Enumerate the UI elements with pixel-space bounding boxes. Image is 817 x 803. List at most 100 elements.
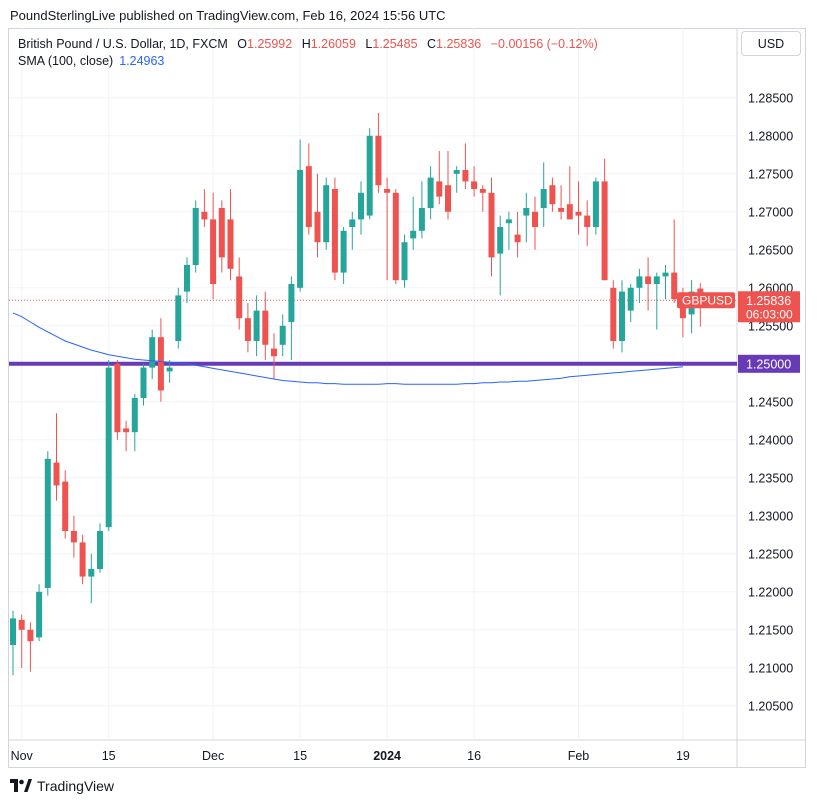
candle-body: [244, 318, 251, 341]
candle-body: [418, 208, 425, 231]
candle: [114, 360, 121, 440]
candle-body: [375, 135, 382, 186]
tradingview-logo[interactable]: TradingView: [10, 778, 114, 794]
candle: [532, 196, 538, 250]
candle-body: [218, 208, 225, 258]
candle-body: [184, 265, 190, 292]
candle: [36, 584, 43, 642]
candle: [271, 333, 277, 379]
candle-body: [636, 276, 643, 288]
candle-body: [540, 189, 547, 208]
candle-body: [532, 211, 538, 227]
candle-body: [627, 287, 634, 311]
candle: [558, 185, 565, 220]
candle-body: [479, 189, 486, 193]
candle: [540, 162, 547, 227]
y-axis-labels: 1.20500 1.21000 1.21500 1.22000 1.22500 1.230…: [748, 91, 793, 713]
candle: [201, 189, 208, 227]
candle-body: [392, 192, 399, 281]
candle-body: [62, 481, 69, 531]
candle: [619, 280, 625, 353]
y-tick-label: 1.22000: [748, 585, 793, 599]
candle: [253, 295, 260, 357]
candle: [62, 470, 69, 539]
candle-body: [114, 363, 121, 433]
candle: [549, 177, 556, 212]
candle: [140, 363, 147, 406]
candle-body: [453, 170, 460, 174]
candle: [584, 200, 591, 246]
candle: [314, 173, 321, 258]
candle: [79, 534, 86, 585]
level-price-tag: 1.25000: [738, 354, 800, 373]
open-label: O: [237, 37, 248, 51]
candle-body: [27, 629, 34, 642]
candle-body: [366, 135, 373, 216]
candle: [44, 451, 51, 596]
candle-body: [558, 208, 565, 212]
candle-body: [149, 337, 156, 368]
candle-body: [584, 215, 591, 227]
countdown-timer: 06:03:00: [746, 307, 793, 321]
x-tick-label: Feb: [568, 749, 590, 763]
candle: [479, 185, 486, 212]
candle-body: [410, 230, 417, 239]
candle: [653, 272, 660, 330]
candle-body: [210, 219, 217, 284]
candle-body: [10, 618, 16, 645]
candle-body: [88, 569, 95, 577]
candle: [645, 257, 652, 311]
symbol-title[interactable]: British Pound / U.S. Dollar, 1D, FXCM: [18, 37, 228, 51]
candle: [305, 143, 312, 235]
open-value: 1.25992: [247, 37, 293, 51]
sma-label[interactable]: SMA (100, close): [18, 54, 114, 68]
candle: [497, 215, 504, 296]
high-label: H: [301, 37, 311, 51]
candle: [53, 413, 60, 501]
candle: [610, 280, 617, 349]
candle-body: [236, 276, 243, 319]
x-tick-label: 19: [676, 749, 690, 763]
candle-body: [79, 542, 86, 577]
candle: [436, 151, 443, 205]
currency-button[interactable]: USD: [741, 31, 801, 56]
candle-body: [653, 276, 660, 284]
candle: [123, 420, 130, 452]
candle: [10, 610, 16, 676]
symbol-tag: GBPUSD: [677, 292, 735, 309]
candle: [218, 200, 225, 273]
candle-body: [505, 219, 512, 224]
candle: [358, 181, 364, 235]
candle-body: [549, 185, 556, 205]
close-label: C: [427, 37, 437, 51]
candle: [566, 166, 573, 220]
candle-body: [358, 192, 364, 220]
candle: [575, 181, 582, 235]
candle-body: [192, 208, 199, 265]
candle: [505, 211, 512, 250]
candle-body: [523, 208, 530, 216]
candle-body: [279, 325, 286, 345]
y-tick-label: 1.20500: [748, 699, 793, 713]
candle-body: [97, 531, 103, 569]
candle: [236, 257, 243, 330]
candle-body: [123, 428, 130, 433]
candle: [488, 177, 495, 277]
y-tick-label: 1.28000: [748, 129, 793, 143]
candle: [471, 166, 478, 197]
candle: [18, 614, 25, 668]
candle: [331, 177, 338, 281]
candle: [384, 177, 391, 281]
low-value: 1.25485: [372, 37, 418, 51]
candle-body: [488, 192, 495, 258]
candle-body: [18, 619, 25, 630]
y-tick-label: 1.21500: [748, 623, 793, 637]
candle: [445, 151, 451, 220]
candle-body: [297, 170, 304, 288]
candle: [131, 394, 138, 452]
candle-body: [314, 211, 321, 243]
x-tick-label: Dec: [202, 749, 224, 763]
candle: [523, 192, 530, 243]
